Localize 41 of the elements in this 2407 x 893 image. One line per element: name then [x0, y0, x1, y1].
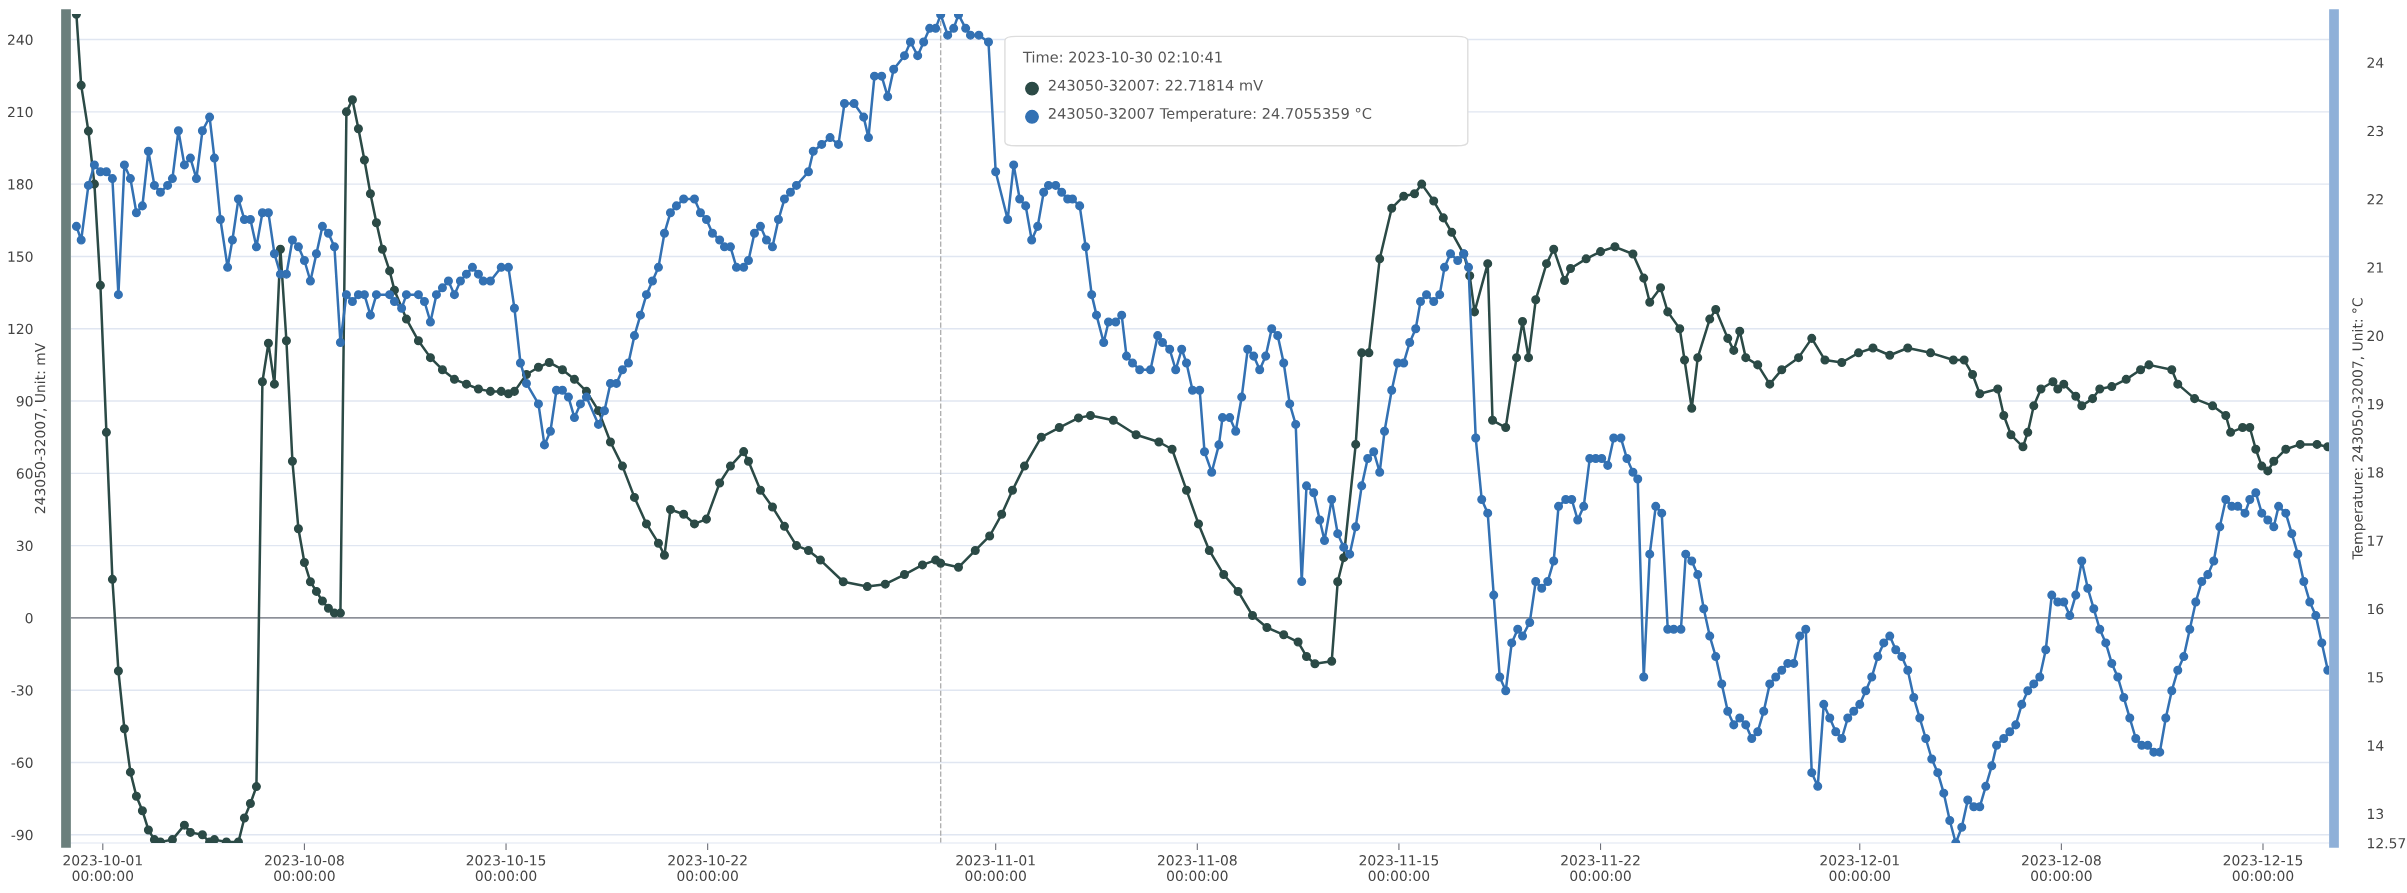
y2-tick-label: 20: [2367, 330, 2384, 342]
annotation: Time: 2023-10-30 02:10:41: [1022, 51, 1222, 63]
y2-tick-label: 14: [2368, 740, 2384, 751]
x-tick-label: 2023-12-08 00:00:00: [2022, 855, 2101, 882]
y2-tick-label: 18: [2368, 467, 2384, 478]
y-tick-label: -90: [11, 829, 33, 841]
annotation: 243050-32007 Temperature: 24.7055359 °C: [1048, 107, 1372, 122]
y2-tick-label: 12.57: [2368, 837, 2406, 849]
annotation: 243050-32007: 22.71814 mV: [1048, 79, 1263, 91]
y2-axis-title: Temperature: 243050-32007, Unit: °C: [2352, 298, 2366, 560]
x-tick-label: 2023-10-01 00:00:00: [63, 855, 142, 882]
y-tick-label: 180: [8, 179, 33, 190]
y-tick-label: 60: [16, 468, 33, 479]
x-tick-label: 2023-10-08 00:00:00: [265, 855, 344, 882]
x-tick-label: 2023-12-15 00:00:00: [2223, 855, 2303, 882]
y-tick-label: 120: [8, 323, 33, 335]
y2-tick-label: 19: [2368, 398, 2384, 410]
x-tick-label: 2023-11-01 00:00:00: [956, 855, 1035, 882]
y-axis-title: 243050-32007, Unit: mV: [34, 342, 47, 514]
x-tick-label: 2023-10-15 00:00:00: [466, 855, 546, 882]
y2-tick-label: 13: [2368, 808, 2384, 820]
y-tick-label: 210: [8, 106, 33, 118]
y2-tick-label: 17: [2368, 535, 2383, 546]
x-tick-label: 2023-12-01 00:00:00: [1820, 855, 1899, 882]
y2-tick-label: 16: [2368, 603, 2384, 615]
y2-tick-label: 15: [2368, 672, 2383, 683]
y-tick-label: 90: [16, 396, 33, 407]
y2-tick-label: 22: [2367, 194, 2383, 205]
x-tick-label: 2023-11-15 00:00:00: [1359, 855, 1439, 882]
x-tick-label: 2023-10-22 00:00:00: [668, 855, 747, 882]
y2-tick-label: 24: [2367, 57, 2384, 68]
y2-tick-label: 21: [2367, 262, 2383, 273]
y-tick-label: -30: [11, 685, 33, 696]
y-tick-label: 150: [8, 251, 33, 262]
x-tick-label: 2023-11-22 00:00:00: [1561, 855, 1640, 882]
y-tick-label: 30: [16, 540, 33, 552]
y2-tick-label: 23: [2367, 125, 2384, 137]
y-tick-label: 240: [8, 34, 33, 46]
y-tick-label: -60: [11, 757, 33, 768]
y-tick-label: 0: [25, 612, 33, 624]
x-tick-label: 2023-11-08 00:00:00: [1157, 855, 1237, 882]
